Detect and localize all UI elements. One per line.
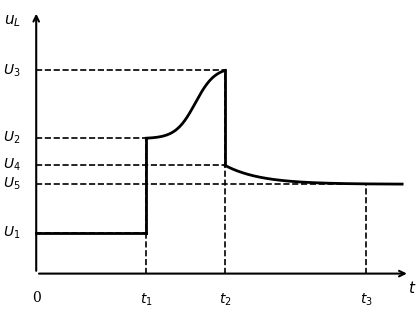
Text: $t$: $t$ <box>408 281 416 296</box>
Text: 0: 0 <box>32 291 41 305</box>
Text: $U_2$: $U_2$ <box>3 130 21 146</box>
Text: $U_4$: $U_4$ <box>3 157 21 173</box>
Text: $u_L$: $u_L$ <box>3 14 21 29</box>
Text: $U_1$: $U_1$ <box>3 225 21 241</box>
Text: $U_5$: $U_5$ <box>3 176 21 192</box>
Text: $U_3$: $U_3$ <box>3 62 21 79</box>
Text: $t_2$: $t_2$ <box>218 291 231 307</box>
Text: $t_1$: $t_1$ <box>140 291 152 307</box>
Text: $t_3$: $t_3$ <box>360 291 373 307</box>
